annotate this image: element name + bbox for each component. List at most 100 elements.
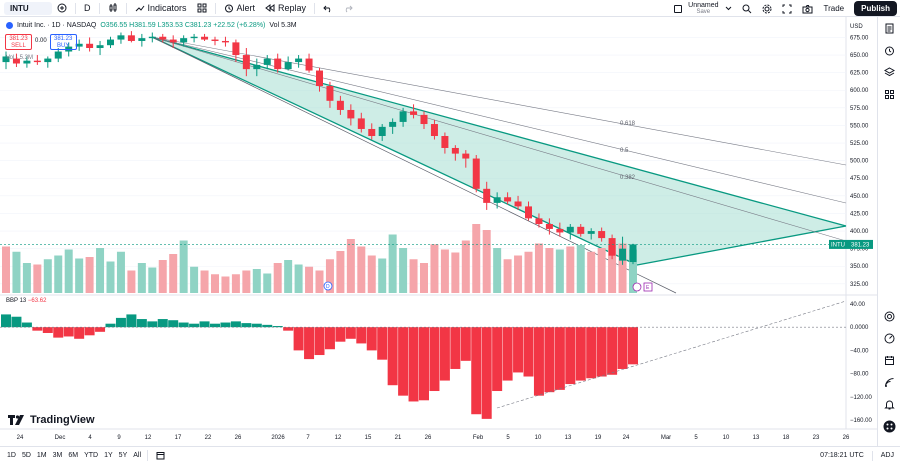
timeframe-button[interactable]: All [133,451,142,459]
timeframe-button[interactable]: 1Y [104,451,113,459]
volume-bar [190,266,199,293]
templates-button[interactable] [192,0,212,17]
buy-button[interactable]: 381.23 BUY [49,34,77,50]
trade-label: Trade [823,4,845,13]
publish-button[interactable]: Publish [854,1,897,16]
symbol-search[interactable]: INTU [4,1,52,15]
help-button[interactable] [878,415,900,437]
compare-button[interactable] [52,0,72,17]
volume-bar [315,270,324,293]
timeframe-button[interactable]: 1M [36,451,47,459]
time-tick-label: 10 [535,435,542,441]
bbp-indicator-label[interactable]: BBP 13 −63.62 [6,298,46,304]
bbp-bar [241,323,252,328]
timeframe-button[interactable]: 5Y [118,451,128,459]
notifications-button[interactable] [878,393,900,415]
settings-button[interactable] [757,0,777,17]
fan-line-0382[interactable] [151,36,847,242]
volume-bar [294,264,303,293]
volume-bar [555,249,564,293]
fan-base-line[interactable] [636,225,847,266]
bbp-bar [617,327,628,369]
replay-button[interactable]: Replay [260,0,311,17]
clock-time[interactable]: 07:18:21 UTC [820,452,864,459]
candle-body [54,51,62,59]
bbp-bar [283,327,294,331]
volume-bar [284,260,293,293]
bbp-bar [324,327,335,350]
fan-extension-line[interactable] [151,36,677,294]
redo-button[interactable] [338,0,358,17]
calendar-button[interactable] [878,349,900,371]
chart-legend[interactable]: Intuit Inc. · 1D · NASDAQ O356.55 H381.5… [6,22,297,29]
interval-button[interactable]: D [79,0,96,17]
bbp-bar [63,327,74,337]
trade-button[interactable]: Trade [818,0,851,17]
indicators-button[interactable]: Indicators [130,0,192,17]
candles [2,31,637,265]
price-tick-label: 600.00 [850,88,869,94]
quick-search-button[interactable] [737,0,757,17]
data-window-button[interactable] [878,83,900,105]
candle-body [138,38,146,41]
snapshot-button[interactable] [797,0,818,17]
volume-bar [137,263,146,293]
buy-price: 381.23 [54,36,73,42]
volume-bar [576,245,585,293]
top-toolbar: INTU D Indicators Alert Replay Unnamed S… [0,0,900,17]
volume-bar [336,251,345,293]
time-tick-label: 12 [145,435,152,441]
fullscreen-button[interactable] [777,0,797,17]
time-tick-label: 26 [843,435,850,441]
candle-body [107,39,114,46]
chart-area[interactable]: USD 675.00 650.00 625.00 600.00 575.00 550.00… [0,17,877,446]
object-tree-button[interactable] [878,61,900,83]
bbp-bar [366,327,377,351]
volume-bar [524,251,533,293]
layout-select[interactable]: Unnamed Save [669,0,736,17]
screener-button[interactable] [878,327,900,349]
time-tick-label: 24 [623,435,630,441]
ideas-stream-button[interactable] [878,371,900,393]
chart-type-button[interactable] [103,0,123,17]
symbol-text: INTU [10,3,29,13]
price-tick-label: 375.00 [850,247,869,253]
volume-bar [503,259,512,293]
fib-label-05: 0.5 [620,148,629,154]
bbp-trendline[interactable] [496,300,847,409]
candle-body [326,86,334,101]
alerts-panel-button[interactable] [878,39,900,61]
timeframe-button[interactable]: 1D [7,451,16,459]
volume-bar [116,251,125,293]
earnings-marker[interactable] [643,282,653,292]
indicators-icon [135,5,144,12]
date-range-button[interactable] [151,447,170,463]
fib-fan-drawing[interactable]: 0.618 0.5 0.382 [151,36,847,294]
alarm-clock-icon [224,4,233,13]
candle-body [441,136,449,148]
bbp-bar [628,327,638,365]
undo-button[interactable] [318,0,338,17]
tradingview-logo[interactable]: TradingView [8,414,95,426]
replay-marker[interactable] [632,282,642,292]
chart-canvas[interactable]: USD 675.00650.00625.00600.00575.00550.00… [0,17,877,446]
timeframe-button[interactable]: 3M [52,451,63,459]
watchlist-button[interactable] [878,17,900,39]
candle-body [608,238,616,256]
fan-lower-line[interactable] [151,36,638,266]
sell-button[interactable]: 381.23 SELL [5,34,32,50]
timeframe-button[interactable]: 6M [68,451,79,459]
dividend-marker[interactable] [323,281,333,291]
timeframe-button[interactable]: 5D [21,451,31,459]
bbp-bar [408,327,419,402]
adjustment-toggle[interactable]: ADJ [880,452,894,459]
alert-button[interactable]: Alert [219,0,261,17]
volume-indicator-label[interactable]: Vol · 5.3M [6,55,34,61]
volume-bar [451,252,460,293]
time-tick-label: 13 [565,435,572,441]
bbp-bar [168,320,179,328]
fullscreen-icon [782,4,791,13]
hotlist-button[interactable] [878,305,900,327]
timeframe-button[interactable]: YTD [84,451,99,459]
candle-body [305,58,313,71]
